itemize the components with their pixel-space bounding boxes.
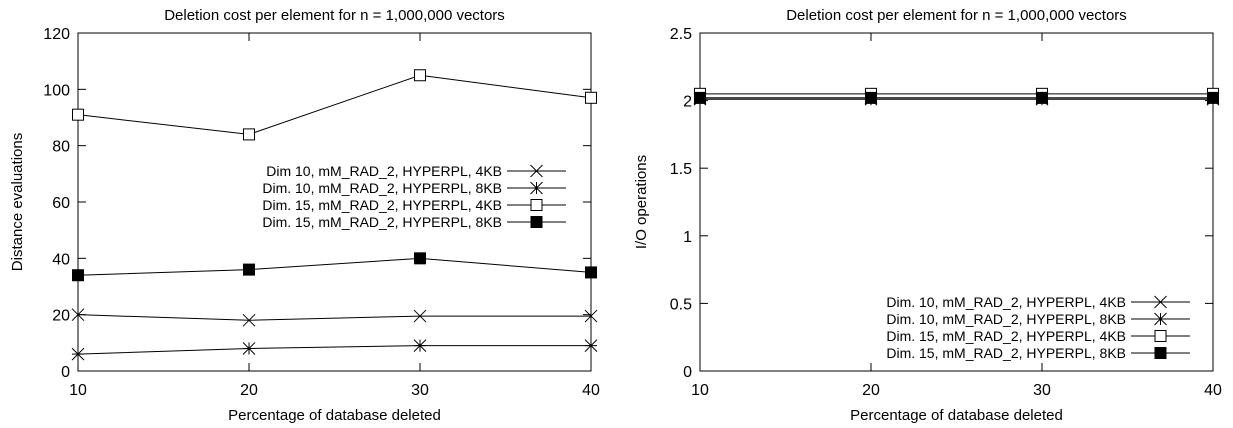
legend-label: Dim. 15, mM_RAD_2, HYPERPL, 8KB (886, 345, 1126, 361)
y-tick-label: 0 (683, 364, 692, 381)
series-1 (71, 308, 598, 327)
x-tick-label: 40 (1204, 382, 1222, 399)
legend-label: Dim. 10, mM_RAD_2, HYPERPL, 8KB (886, 311, 1126, 327)
chart-title: Deletion cost per element for n = 1,000,… (786, 7, 1127, 24)
y-tick-label: 2 (683, 94, 692, 111)
data-point (243, 128, 255, 141)
data-point (71, 347, 85, 361)
x-tick-label: 10 (69, 382, 87, 399)
series-line (77, 314, 591, 321)
legend-marker (530, 164, 543, 178)
legend-marker (1154, 295, 1167, 309)
y-tick-label: 2.5 (670, 26, 692, 43)
legend-label: Dim. 15, mM_RAD_2, HYPERPL, 4KB (886, 328, 1126, 344)
data-point (242, 342, 256, 355)
chart-1: Deletion cost per element for n = 1,000,… (9, 7, 600, 424)
data-point (414, 69, 426, 82)
legend-label: Dim 10, mM_RAD_2, HYPERPL, 4KB (266, 163, 502, 179)
data-point (865, 91, 877, 104)
y-axis-label: I/O operations (633, 155, 650, 249)
chart-2: Deletion cost per element for n = 1,000,… (633, 7, 1222, 424)
series-2 (693, 92, 1220, 106)
data-point (72, 269, 84, 282)
data-point (413, 309, 427, 323)
series-line (77, 345, 591, 355)
x-tick-label: 30 (1033, 382, 1051, 399)
data-point (694, 91, 706, 104)
legend-marker (530, 216, 543, 228)
y-tick-label: 1 (683, 229, 692, 246)
x-tick-label: 20 (862, 382, 880, 399)
data-point (72, 108, 84, 121)
data-point (1207, 91, 1219, 104)
y-tick-label: 60 (52, 195, 70, 212)
x-tick-label: 40 (582, 382, 600, 399)
legend-label: Dim. 15, mM_RAD_2, HYPERPL, 8KB (262, 214, 502, 230)
legend-marker (530, 199, 543, 211)
legend-label: Dim. 10, mM_RAD_2, HYPERPL, 8KB (262, 180, 502, 196)
series-3 (72, 69, 597, 141)
x-tick-label: 10 (691, 382, 709, 399)
series-4 (694, 91, 1219, 104)
x-axis-label: Percentage of database deleted (228, 407, 441, 424)
legend-marker (530, 181, 543, 195)
series-4 (72, 252, 597, 282)
y-tick-label: 1.5 (670, 161, 692, 178)
chart-title: Deletion cost per element for n = 1,000,… (164, 7, 505, 24)
data-point (243, 263, 255, 276)
data-point (584, 309, 598, 323)
series-2 (71, 339, 598, 361)
legend-marker (1154, 330, 1167, 342)
y-tick-label: 100 (43, 82, 70, 99)
y-tick-label: 80 (52, 139, 70, 156)
data-point (413, 339, 427, 353)
legend-marker (1154, 312, 1167, 326)
y-axis-label: Distance evaluations (9, 133, 26, 271)
legend-marker (1154, 347, 1167, 359)
x-tick-label: 30 (411, 382, 429, 399)
series-line (77, 257, 592, 276)
data-point (585, 266, 597, 279)
plot-frame (699, 32, 1214, 372)
data-point (414, 252, 426, 265)
y-tick-label: 20 (52, 308, 70, 325)
x-axis-label: Percentage of database deleted (850, 407, 1063, 424)
data-point (71, 308, 85, 322)
y-tick-label: 0.5 (670, 296, 692, 313)
data-point (1036, 91, 1048, 104)
y-tick-label: 40 (52, 251, 70, 268)
y-tick-label: 0 (61, 364, 70, 381)
data-point (242, 313, 256, 327)
legend-label: Dim. 15, mM_RAD_2, HYPERPL, 4KB (262, 197, 502, 213)
data-point (585, 91, 597, 104)
x-tick-label: 20 (240, 382, 258, 399)
y-tick-label: 120 (43, 26, 70, 43)
series-line (77, 74, 592, 135)
data-point (584, 339, 598, 353)
legend-label: Dim. 10, mM_RAD_2, HYPERPL, 4KB (886, 294, 1126, 310)
